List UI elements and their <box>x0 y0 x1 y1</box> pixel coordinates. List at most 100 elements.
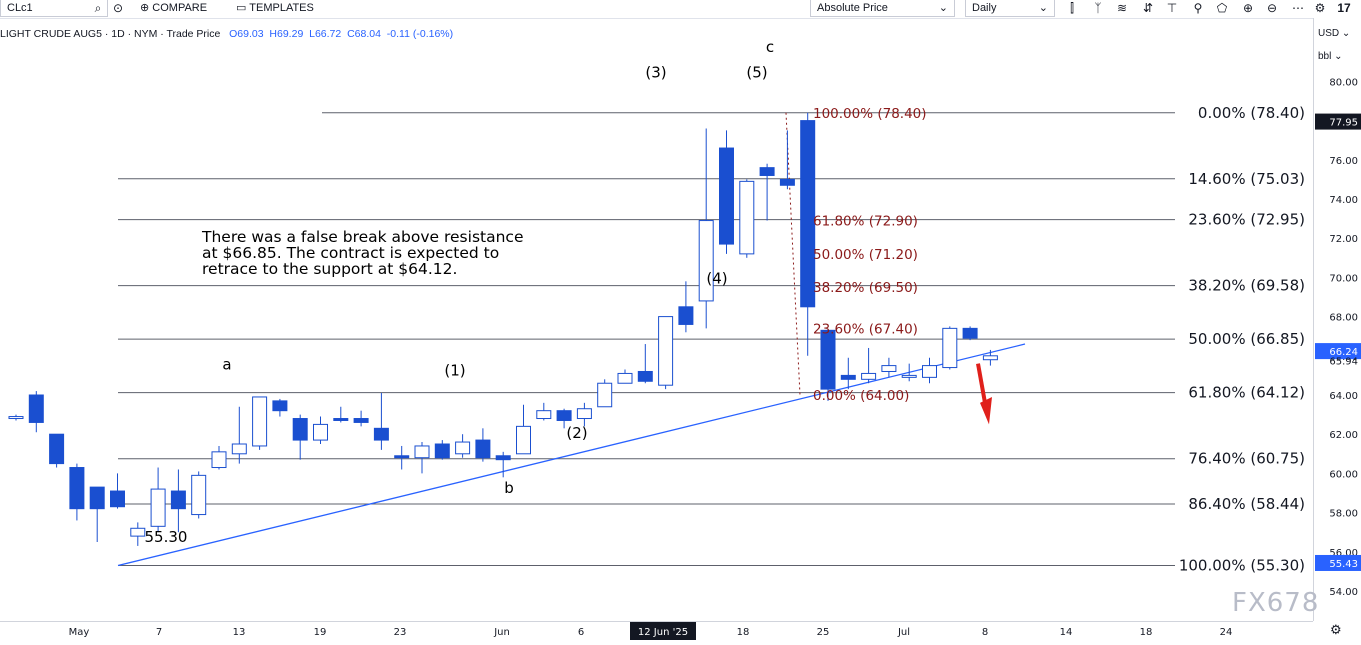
price-tick-label: 80.00 <box>1329 77 1358 88</box>
interval-select[interactable]: Daily ⌄ <box>965 0 1055 17</box>
fib-labels-group: 0.00% (78.40) 14.60% (75.03) 23.60% (72.95… <box>813 104 1305 575</box>
time-axis[interactable]: May 7 13 19 23 Jun 6 12 Jun '25 18 25 Jul 8 14 18 24 <box>0 621 1313 640</box>
indicators-icon[interactable]: ᛉ <box>1094 1 1102 15</box>
time-tick-label: 14 <box>1060 627 1073 638</box>
price-tick-label: 70.00 <box>1329 273 1358 284</box>
candle <box>962 326 978 341</box>
price-chart[interactable]: 0.00% (78.40) 14.60% (75.03) 23.60% (72.95… <box>0 18 1313 621</box>
wave-label: 55.30 <box>145 528 188 546</box>
candle <box>576 402 592 427</box>
candle <box>252 396 268 450</box>
legend-close: C68.04 <box>347 28 381 40</box>
time-highlight-bg <box>630 622 696 640</box>
price-type-select[interactable]: Absolute Price ⌄ <box>810 0 955 17</box>
price-tick-label: 74.00 <box>1329 195 1358 206</box>
candle-body <box>536 410 552 420</box>
candle <box>353 410 369 427</box>
retracement-label: 23.60% (67.40) <box>813 321 918 337</box>
unit-select[interactable]: bbl ⌄ <box>1318 51 1343 62</box>
candle-body <box>211 451 227 469</box>
more-icon[interactable]: ⋯ <box>1292 1 1304 15</box>
price-tick-label: 68.00 <box>1329 313 1358 324</box>
candle-body <box>333 418 349 421</box>
candle-body <box>130 527 146 537</box>
price-type-text: Absolute Price <box>817 2 888 14</box>
time-tick-label: 7 <box>156 627 162 638</box>
retracement-label: 100.00% (78.40) <box>813 106 927 122</box>
time-tick-label: 6 <box>578 627 584 638</box>
lines-icon[interactable]: ⇵ <box>1142 1 1154 15</box>
zoom-in-icon[interactable]: ⊕ <box>1242 1 1254 15</box>
candle-body <box>170 490 186 510</box>
candles-icon[interactable]: ⫿ <box>1070 1 1074 15</box>
price-tick-label: 58.00 <box>1329 509 1358 520</box>
price-tag-label: 55.43 <box>1329 559 1358 570</box>
pin-icon[interactable]: ⚲ <box>1193 1 1203 15</box>
search-icon[interactable]: ⌕ <box>94 1 102 15</box>
settings-gear-icon[interactable]: ⚙ <box>1330 622 1342 637</box>
candle <box>373 393 389 450</box>
legend-change: -0.11 (-0.16%) <box>386 28 454 40</box>
candle-body <box>434 443 450 459</box>
time-tick-label: 23 <box>394 627 407 638</box>
time-tick-label: 19 <box>314 627 327 638</box>
candle-body <box>576 408 592 420</box>
candle <box>556 408 572 429</box>
legend-title: LIGHT CRUDE AUG5 · 1D · NYM · Trade Pric… <box>0 28 221 40</box>
candle-body <box>922 365 937 378</box>
down-arrow-head <box>980 396 992 425</box>
candle-body <box>658 316 674 386</box>
price-tag-label: 77.95 <box>1329 118 1358 129</box>
fib-level-lines <box>118 112 1175 567</box>
candle-body <box>617 372 633 384</box>
candle-body <box>28 394 44 423</box>
price-tick-label: 64.00 <box>1329 391 1358 402</box>
candle <box>840 357 856 390</box>
top-toolbar: CLc1 ⌕ ⊙ ⊕ COMPARE ▭ TEMPLATES Absolute … <box>0 0 1361 19</box>
wave-label: (3) <box>645 63 666 81</box>
candle-body <box>475 439 491 459</box>
candle-body <box>698 220 714 302</box>
candle-body <box>313 423 328 441</box>
zoom-out-icon[interactable]: ⊖ <box>1266 1 1278 15</box>
fib-level-label: 14.60% (75.03) <box>1188 170 1305 188</box>
candle-body <box>69 467 85 510</box>
options-icon[interactable]: ⊙ <box>112 1 124 15</box>
templates-button[interactable]: ▭ TEMPLATES <box>236 2 314 14</box>
candle <box>901 363 917 382</box>
price-tick-label: 54.00 <box>1329 587 1358 598</box>
candle <box>820 329 836 401</box>
candle <box>800 112 816 356</box>
candle <box>739 179 755 258</box>
candle <box>130 522 146 546</box>
candle-body <box>49 433 65 465</box>
candle <box>69 463 85 521</box>
candle <box>475 428 491 462</box>
time-tick-label: 18 <box>1140 627 1153 638</box>
crosshair-icon[interactable]: ⊤ <box>1166 1 1178 15</box>
candle <box>759 163 775 221</box>
shapes-icon[interactable]: ⬠ <box>1216 1 1228 15</box>
price-axis[interactable]: 54.0056.0058.0060.0062.0064.0066.0068.00… <box>1313 18 1361 621</box>
candle <box>231 406 247 464</box>
drawing-icon[interactable]: ≋ <box>1116 1 1128 15</box>
price-secondary-label: 65.94 <box>1329 357 1358 368</box>
candle-body <box>942 327 958 369</box>
annotation-line-1: There was a false break above resistance <box>202 228 524 246</box>
compare-button[interactable]: ⊕ COMPARE <box>140 2 208 14</box>
candle-body <box>89 486 105 510</box>
annotation-line-2: at $66.85. The contract is expected to <box>202 244 500 262</box>
brand-logo-icon: 17 <box>1337 1 1351 15</box>
fib-level-label: 86.40% (58.44) <box>1188 495 1305 513</box>
candle <box>536 402 552 421</box>
gear-icon[interactable]: ⚙ <box>1314 1 1326 15</box>
price-tick-label: 60.00 <box>1329 469 1358 480</box>
candle <box>779 130 795 190</box>
candle-body <box>637 370 653 382</box>
candle <box>49 433 65 468</box>
candle <box>658 316 674 390</box>
symbol-input[interactable]: CLc1 <box>0 0 108 17</box>
time-tick-label: Jul <box>897 627 910 638</box>
currency-select[interactable]: USD ⌄ <box>1318 28 1351 39</box>
time-tick-label: 12 Jun '25 <box>638 627 688 638</box>
